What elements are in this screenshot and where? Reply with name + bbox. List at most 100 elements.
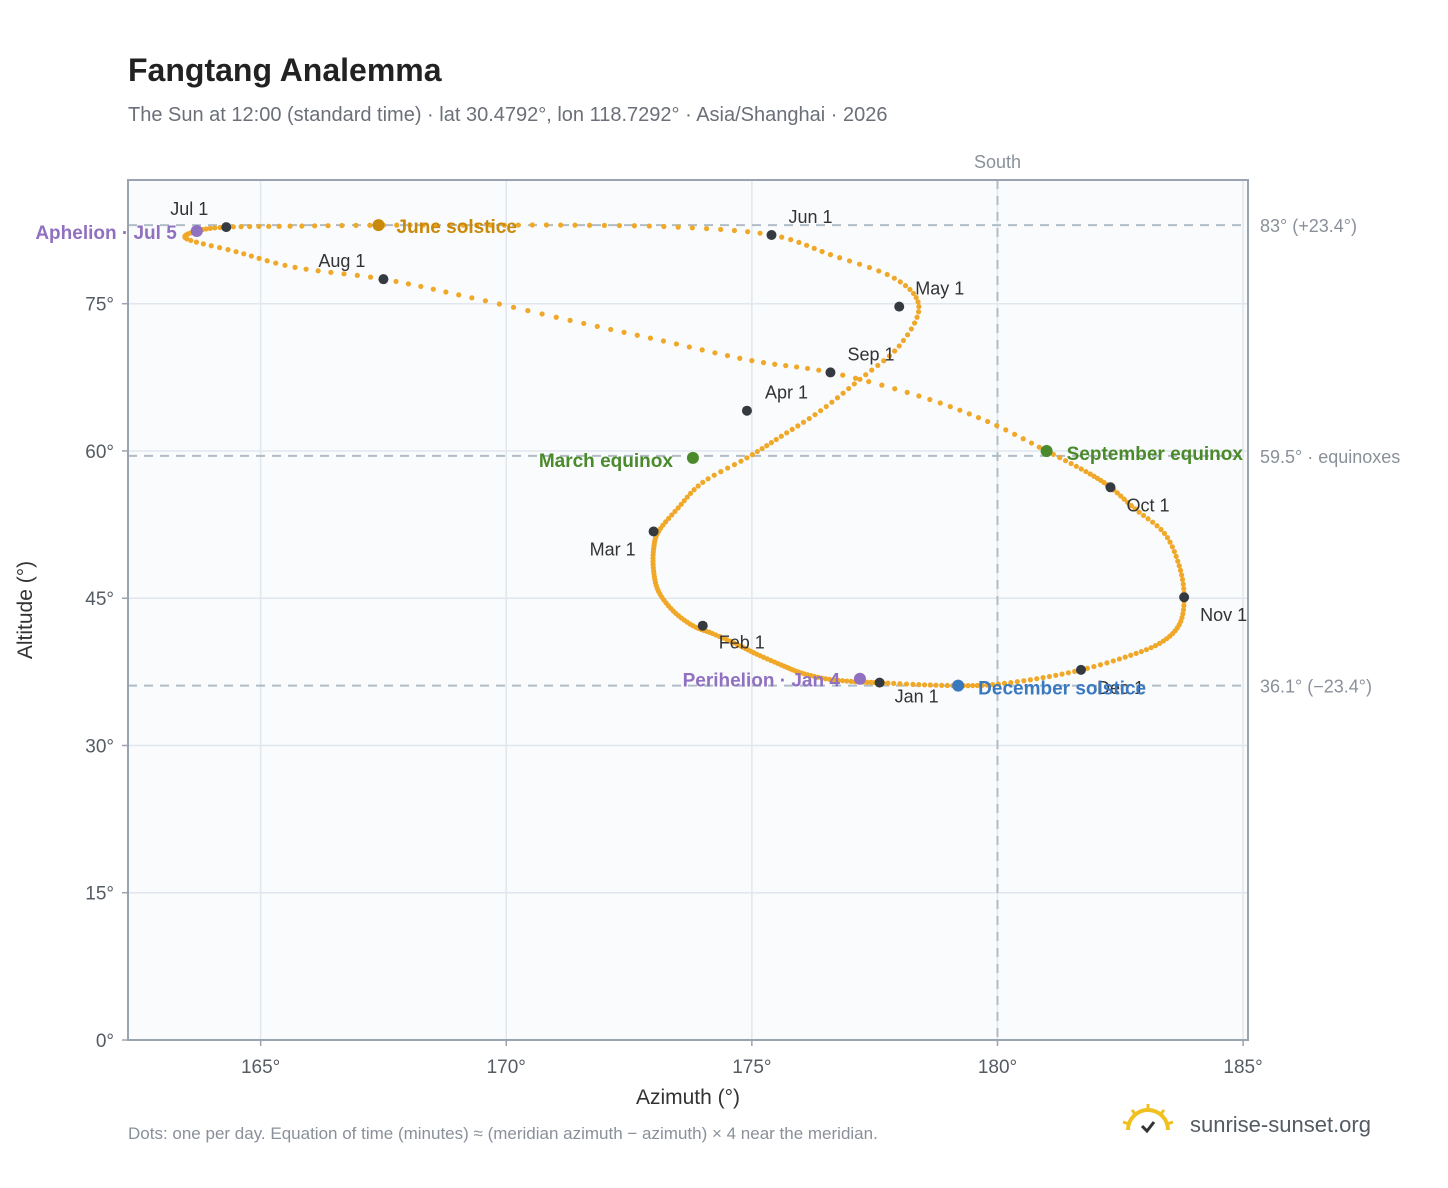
daily-dot <box>994 422 1000 429</box>
daily-dot <box>594 323 600 330</box>
month-marker <box>825 367 836 378</box>
daily-dot <box>661 223 667 230</box>
daily-dot <box>1160 638 1166 644</box>
daily-dot <box>616 222 622 229</box>
daily-dot <box>394 222 400 228</box>
daily-dot <box>1110 658 1116 664</box>
month-label: Jul 1 <box>170 199 208 219</box>
daily-dot <box>496 301 502 307</box>
month-marker <box>766 229 777 240</box>
daily-dot <box>287 223 293 229</box>
daily-dot <box>1177 567 1184 573</box>
daily-dot <box>501 222 507 228</box>
daily-dot <box>749 358 755 364</box>
daily-dot <box>1156 640 1163 646</box>
daily-dot <box>1171 548 1177 555</box>
daily-dot <box>731 462 738 468</box>
daily-dot <box>1104 660 1110 666</box>
daily-dot <box>1072 668 1078 674</box>
daily-dot <box>543 222 550 228</box>
brand-logo[interactable]: sunrise-sunset.org <box>1120 1100 1400 1150</box>
y-tick-label: 15° <box>85 884 114 905</box>
daily-dot <box>553 314 559 320</box>
daily-dot <box>341 271 347 277</box>
daily-dot <box>846 258 853 264</box>
daily-dot <box>800 419 807 425</box>
daily-dot <box>703 225 710 232</box>
daily-dot <box>831 677 837 683</box>
daily-dot <box>995 681 1001 687</box>
daily-dot <box>900 337 907 344</box>
daily-dot <box>447 222 453 228</box>
daily-dot <box>188 237 194 244</box>
daily-dot <box>1158 526 1164 533</box>
daily-dot <box>974 682 980 689</box>
daily-dot <box>328 269 334 275</box>
daily-dot <box>666 515 672 522</box>
daily-dot <box>695 483 701 489</box>
chart-footnote: Dots: one per day. Equation of time (min… <box>128 1124 878 1143</box>
month-label: Sep 1 <box>847 344 894 364</box>
daily-dot <box>846 385 852 392</box>
daily-dot <box>818 408 824 414</box>
y-tick-label: 45° <box>85 589 114 610</box>
daily-dot <box>796 239 802 245</box>
daily-dot <box>469 295 475 301</box>
month-label: Jan 1 <box>895 687 939 707</box>
daily-dot <box>856 261 863 267</box>
daily-dot <box>217 245 223 251</box>
daily-dot <box>1180 607 1187 613</box>
daily-dot <box>794 364 800 370</box>
daily-dot <box>1083 468 1089 475</box>
month-label: Apr 1 <box>765 383 808 403</box>
daily-dot <box>420 222 426 228</box>
daily-dot <box>1116 656 1122 662</box>
daily-dot <box>863 372 869 378</box>
daily-dot <box>1128 502 1134 509</box>
daily-dot <box>1008 679 1014 686</box>
month-marker <box>1179 592 1190 603</box>
daily-dot <box>970 682 976 689</box>
daily-dot <box>806 415 812 422</box>
daily-dot <box>510 304 517 310</box>
daily-dot <box>669 512 675 518</box>
y-axis-label: Altitude (°) <box>14 561 37 659</box>
daily-dot <box>866 264 873 271</box>
daily-dot <box>418 283 424 290</box>
daily-dot <box>678 501 684 507</box>
daily-dot <box>891 680 897 687</box>
daily-dot <box>1140 512 1147 519</box>
daily-dot <box>675 224 681 230</box>
daily-dot <box>433 222 440 228</box>
daily-dot <box>273 260 279 266</box>
daily-dot <box>631 223 637 229</box>
daily-dot <box>586 222 593 228</box>
daily-dot <box>984 682 990 688</box>
daily-dot <box>768 440 775 446</box>
daily-dot <box>241 251 247 257</box>
daily-dot <box>921 682 928 688</box>
daily-dot <box>711 472 717 478</box>
daily-dot <box>975 415 982 421</box>
chart-subtitle: The Sun at 12:00 (standard time) · lat 3… <box>128 104 888 126</box>
daily-dot <box>1001 680 1008 686</box>
daily-dot <box>886 353 893 359</box>
daily-dot <box>989 682 996 688</box>
daily-dot <box>937 400 943 406</box>
daily-dot <box>718 226 724 233</box>
daily-dot <box>749 452 755 458</box>
daily-dot <box>835 677 841 683</box>
daily-dot <box>939 682 945 688</box>
daily-dot <box>760 360 767 366</box>
x-tick-label: 170° <box>487 1057 526 1078</box>
daily-dot <box>851 381 857 387</box>
event-marker <box>372 219 385 232</box>
daily-dot <box>1164 535 1171 541</box>
daily-dot <box>367 222 373 228</box>
daily-dot <box>567 317 573 323</box>
daily-dot <box>405 281 412 287</box>
daily-dot <box>282 262 288 268</box>
meridian-label: South <box>974 152 1021 172</box>
event-label: March equinox <box>539 451 674 472</box>
